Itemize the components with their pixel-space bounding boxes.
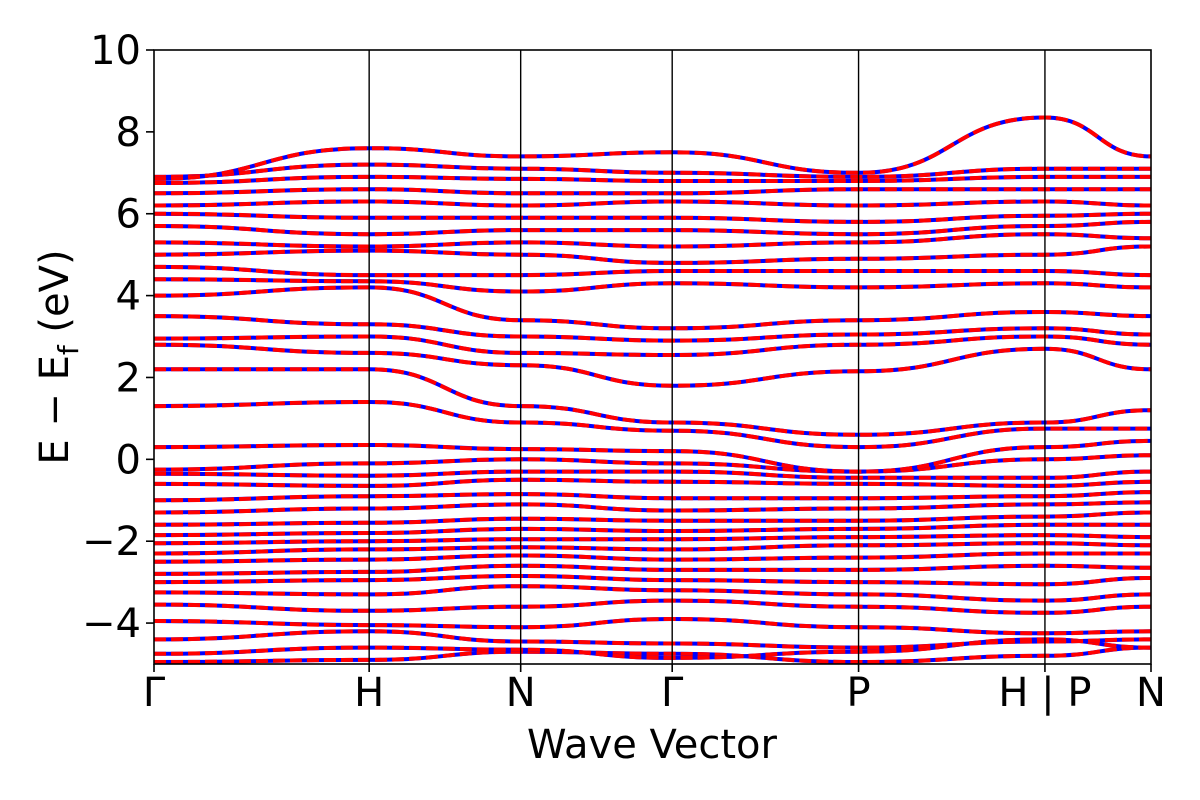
y-tick-label: 0 [116,437,141,483]
y-tick-label: −2 [82,519,141,565]
band-line-spin-down [154,367,1151,437]
y-tick-label: 4 [116,274,141,320]
band-line-spin-down [154,162,1151,179]
x-tick-label: P [847,670,871,716]
x-axis-label: Wave Vector [527,722,778,768]
x-tick-label: H [354,670,384,716]
y-axis-label-main: E − E [32,355,78,465]
band-line-spin-down [154,285,1151,331]
band-lines [154,115,1151,664]
x-tick-label: H | P [998,670,1091,716]
x-tick-label: N [1136,670,1166,716]
band-line-spin-up [154,244,1151,265]
band-line-spin-up [154,219,1151,237]
y-axis-label-subscript: f [52,344,85,355]
x-axis: Γ H N Γ P H | P N [143,664,1166,716]
y-axis-label: E − Ef (eV) [32,249,85,464]
high-symmetry-lines [368,50,1046,664]
x-tick-label: Γ [661,670,684,716]
x-tick-label: N [506,670,536,716]
y-tick-label: 10 [90,28,141,74]
y-axis: −4 −2 0 2 4 6 8 10 [82,28,154,647]
y-axis-label-unit: (eV) [32,249,78,345]
plot-frame [153,49,1152,665]
x-tick-label: Γ [143,670,166,716]
y-tick-label: 6 [116,192,141,238]
y-tick-label: −4 [82,601,141,647]
y-tick-label: 2 [116,355,141,401]
band-line-spin-up [154,438,1151,474]
y-tick-label: 8 [116,110,141,156]
